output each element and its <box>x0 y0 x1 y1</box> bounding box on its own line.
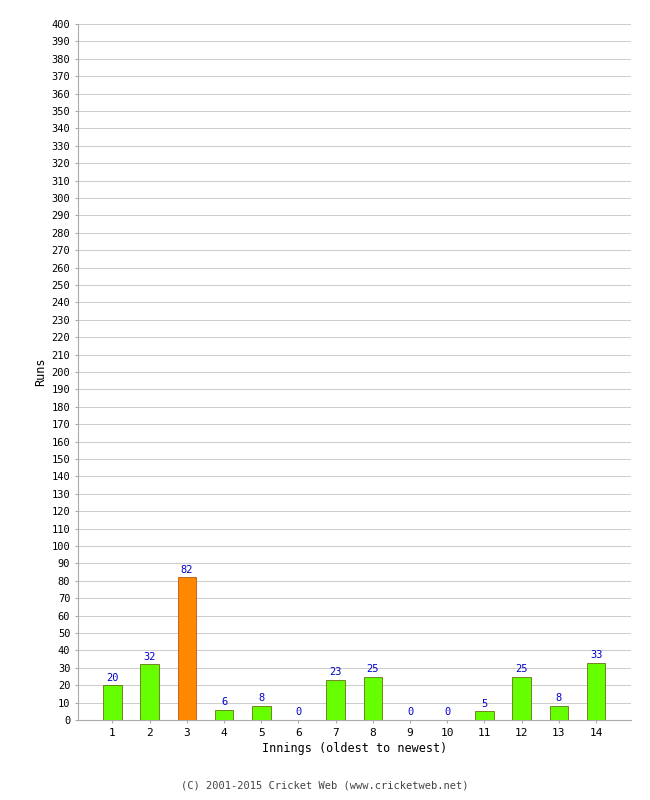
Bar <box>177 578 196 720</box>
Bar <box>550 706 568 720</box>
Text: 82: 82 <box>181 565 193 574</box>
Bar <box>252 706 270 720</box>
Text: 33: 33 <box>590 650 603 660</box>
Bar <box>512 677 531 720</box>
Text: 0: 0 <box>444 707 450 718</box>
Bar <box>326 680 345 720</box>
Text: 25: 25 <box>367 664 379 674</box>
Text: 0: 0 <box>295 707 302 718</box>
Bar <box>140 664 159 720</box>
Text: 5: 5 <box>482 698 488 709</box>
Bar <box>103 685 122 720</box>
X-axis label: Innings (oldest to newest): Innings (oldest to newest) <box>261 742 447 755</box>
Text: 8: 8 <box>556 694 562 703</box>
Text: 6: 6 <box>221 697 227 707</box>
Y-axis label: Runs: Runs <box>34 358 47 386</box>
Text: 25: 25 <box>515 664 528 674</box>
Bar <box>363 677 382 720</box>
Text: 23: 23 <box>330 667 342 678</box>
Text: 20: 20 <box>106 673 119 682</box>
Bar <box>475 711 494 720</box>
Text: (C) 2001-2015 Cricket Web (www.cricketweb.net): (C) 2001-2015 Cricket Web (www.cricketwe… <box>181 781 469 790</box>
Bar <box>214 710 233 720</box>
Text: 0: 0 <box>407 707 413 718</box>
Bar <box>587 662 605 720</box>
Text: 8: 8 <box>258 694 265 703</box>
Text: 32: 32 <box>144 652 156 662</box>
